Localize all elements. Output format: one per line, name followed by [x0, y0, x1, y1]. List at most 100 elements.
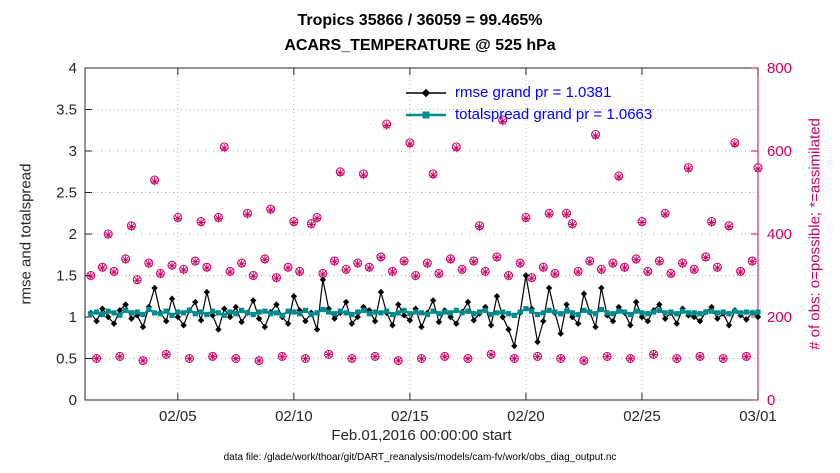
- assimilated-obs-marker: [347, 354, 357, 363]
- rmse-marker: [302, 317, 309, 325]
- totalspread-marker: [123, 307, 129, 313]
- totalspread-marker: [204, 311, 210, 318]
- assimilated-obs-marker: [272, 274, 281, 283]
- totalspread-marker: [476, 309, 483, 315]
- assimilated-obs-marker: [237, 259, 246, 268]
- rmse-marker: [105, 313, 112, 321]
- assimilated-obs-marker: [591, 131, 600, 141]
- assimilated-obs-marker: [672, 354, 681, 363]
- rmse-marker: [354, 313, 361, 321]
- x-tick-label: 02/10: [275, 408, 313, 425]
- totalspread-marker: [256, 309, 262, 315]
- assimilated-obs-marker: [179, 265, 188, 275]
- totalspread-marker: [198, 309, 204, 315]
- totalspread-marker: [169, 312, 175, 318]
- assimilated-obs-marker: [678, 259, 687, 268]
- totalspread-marker: [650, 309, 657, 315]
- assimilated-obs-marker: [370, 352, 380, 361]
- rmse-marker: [632, 298, 640, 306]
- rmse-marker: [342, 298, 350, 306]
- totalspread-marker: [227, 309, 233, 315]
- totalspread-marker: [401, 307, 407, 313]
- totalspread-marker: [297, 311, 303, 317]
- rmse-marker: [592, 323, 599, 331]
- assimilated-obs-marker: [249, 271, 258, 281]
- rmse-marker: [284, 320, 292, 327]
- rmse-marker: [453, 320, 460, 327]
- assimilated-obs-marker: [631, 255, 641, 264]
- assimilated-obs-marker: [214, 214, 223, 223]
- totalspread-marker: [146, 306, 152, 313]
- left-tick-label: 0: [69, 392, 77, 409]
- assimilated-obs-marker: [556, 354, 565, 363]
- x-tick-label: 02/25: [623, 408, 661, 425]
- totalspread-marker: [540, 310, 546, 316]
- assimilated-obs-marker: [388, 267, 397, 277]
- totalspread-marker: [192, 311, 198, 317]
- rmse-marker: [215, 326, 222, 333]
- assimilated-obs-marker: [446, 255, 455, 264]
- assimilated-obs-marker: [550, 269, 560, 279]
- totalspread-marker: [418, 310, 425, 316]
- assimilated-obs-marker: [104, 230, 113, 240]
- totalspread-marker: [111, 310, 117, 316]
- left-tick-label: 3.5: [56, 102, 77, 119]
- x-tick-label: 02/05: [159, 408, 197, 425]
- totalspread-marker: [99, 311, 106, 318]
- totalspread-marker: [732, 308, 738, 314]
- totalspread-marker: [117, 312, 123, 318]
- assimilated-obs-marker: [457, 265, 467, 275]
- rmse-marker: [714, 315, 721, 322]
- assimilated-obs-marker: [336, 168, 345, 178]
- totalspread-marker: [708, 308, 715, 314]
- assimilated-obs-marker: [643, 267, 652, 277]
- rmse-marker: [499, 313, 506, 321]
- legend-label-rmse: rmse grand pr = 1.0381: [455, 84, 612, 101]
- assimilated-obs-marker: [602, 352, 612, 361]
- assimilated-obs-marker: [399, 257, 409, 266]
- rmse-marker: [493, 293, 501, 300]
- assimilated-obs-marker: [498, 117, 507, 126]
- totalspread-marker: [239, 307, 245, 313]
- left-tick-label: 2.5: [56, 185, 77, 202]
- assimilated-obs-marker: [637, 218, 647, 227]
- totalspread-marker: [366, 311, 372, 317]
- left-y-axis-label: rmse and totalspread: [17, 163, 35, 305]
- left-tick-label: 3: [69, 143, 77, 160]
- assimilated-obs-marker: [365, 263, 374, 273]
- assimilated-obs-marker: [510, 354, 519, 363]
- assimilated-obs-marker: [434, 269, 444, 279]
- assimilated-obs-marker: [660, 210, 670, 219]
- rmse-marker: [290, 293, 298, 300]
- assimilated-obs-marker: [469, 257, 478, 266]
- totalspread-marker: [534, 311, 541, 318]
- right-tick-label: 200: [767, 309, 792, 326]
- rmse-marker: [238, 318, 245, 326]
- totalspread-marker: [320, 306, 326, 313]
- totalspread-marker: [157, 311, 164, 317]
- right-tick-label: 400: [767, 226, 792, 243]
- rmse-marker: [534, 338, 541, 346]
- rmse-marker: [696, 317, 704, 325]
- totalspread-marker: [697, 311, 703, 317]
- assimilated-obs-marker: [260, 255, 270, 264]
- totalspread-marker: [279, 312, 285, 318]
- assimilated-obs-marker: [156, 269, 165, 279]
- totalspread-marker: [621, 309, 628, 315]
- assimilated-obs-marker: [312, 214, 322, 223]
- totalspread-marker: [250, 311, 256, 318]
- totalspread-marker: [552, 309, 558, 315]
- totalspread-marker: [349, 311, 355, 318]
- assimilated-obs-marker: [411, 271, 420, 281]
- assimilated-obs-marker: [579, 356, 589, 365]
- assimilated-obs-marker: [515, 259, 525, 268]
- rmse-marker: [615, 303, 622, 311]
- rmse-marker: [406, 317, 414, 324]
- totalspread-marker: [384, 308, 390, 314]
- totalspread-marker: [749, 310, 755, 316]
- totalspread-marker: [679, 308, 686, 314]
- obs-count-markers: [86, 115, 763, 366]
- rmse-marker: [255, 315, 263, 322]
- axes: 0 0.5 1 1.5 2 2.5 3 3.5 4 0 200 400 600 800 02/05 02/10…: [56, 60, 792, 425]
